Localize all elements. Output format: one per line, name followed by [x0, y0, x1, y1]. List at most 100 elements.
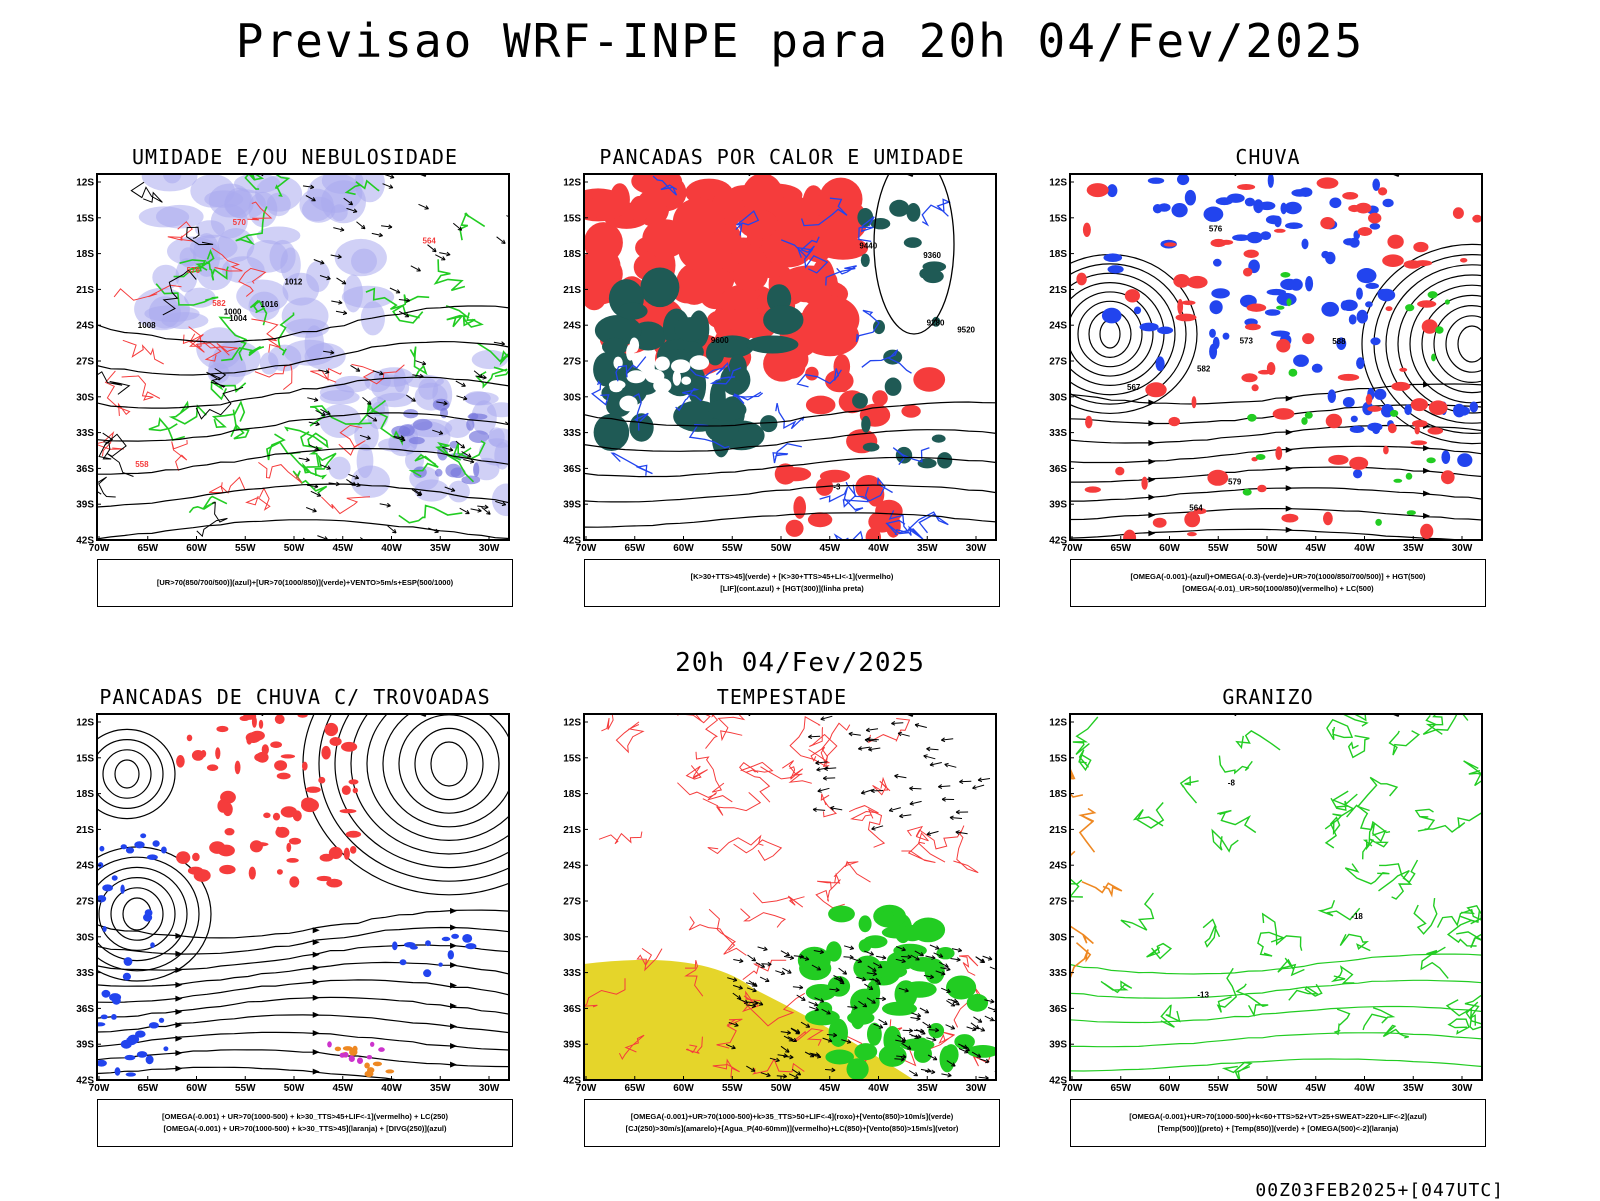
lon-tick-label: 65W [624, 1083, 645, 1094]
lat-tick-label: 18S [563, 789, 581, 800]
contour-label: 1004 [229, 314, 247, 323]
lon-tick-label: 35W [917, 1083, 938, 1094]
lon-tick-label: 70W [1062, 543, 1083, 554]
lat-tick-label: 36S [1049, 464, 1067, 475]
contour-label: 9280 [927, 318, 945, 327]
contour-label: 558 [135, 460, 149, 469]
lat-tick-label: 21S [76, 825, 94, 836]
lat-tick-label: 21S [563, 825, 581, 836]
lat-tick-label: 21S [1049, 825, 1067, 836]
run-time-footer: 00Z03FEB2025+[047UTC] [1255, 1180, 1504, 1201]
lon-tick-label: 30W [1452, 543, 1473, 554]
lat-tick-label: 36S [563, 464, 581, 475]
lat-tick-label: 30S [76, 392, 94, 403]
lon-tick-label: 40W [868, 1083, 889, 1094]
lon-tick-label: 35W [1403, 1083, 1424, 1094]
lon-tick-label: 60W [673, 1083, 694, 1094]
lat-tick-label: 30S [1049, 392, 1067, 403]
lon-tick-label: 60W [1159, 1083, 1180, 1094]
lat-tick-label: 15S [76, 213, 94, 224]
contour-label: 9600 [711, 336, 729, 345]
lat-tick-label: 24S [76, 861, 94, 872]
panel-title: CHUVA [1048, 145, 1488, 169]
lon-tick-label: 40W [381, 543, 402, 554]
lon-tick-label: 30W [479, 1083, 500, 1094]
lon-tick-label: 45W [1305, 543, 1326, 554]
lat-tick-label: 36S [563, 1004, 581, 1015]
lat-tick-label: 30S [1049, 932, 1067, 943]
lon-tick-label: 40W [1354, 543, 1375, 554]
lat-tick-label: 18S [1049, 249, 1067, 260]
weather-map: 1000100410081012101657657056455858212S15… [75, 170, 515, 565]
lon-tick-label: 30W [966, 543, 987, 554]
lon-tick-label: 70W [576, 1083, 597, 1094]
lon-tick-label: 55W [1208, 543, 1229, 554]
lat-tick-label: 27S [563, 897, 581, 908]
lon-tick-label: 65W [1110, 1083, 1131, 1094]
lon-tick-label: 50W [1257, 543, 1278, 554]
lat-tick-label: 30S [563, 392, 581, 403]
lat-tick-label: 27S [563, 357, 581, 368]
contour-label: 570 [233, 218, 247, 227]
lat-tick-label: 39S [563, 1040, 581, 1051]
contour-label: 564 [1189, 504, 1203, 513]
lon-tick-label: 50W [284, 543, 305, 554]
contour-label: -3 [833, 483, 841, 492]
lon-tick-label: 40W [868, 543, 889, 554]
lat-tick-label: 24S [76, 321, 94, 332]
lat-tick-label: 36S [76, 1004, 94, 1015]
lat-tick-label: 33S [76, 428, 94, 439]
contour-label: -8 [1228, 779, 1236, 788]
main-title: Previsao WRF-INPE para 20h 04/Fev/2025 [0, 14, 1600, 68]
lat-tick-label: 39S [563, 500, 581, 511]
lat-tick-label: 18S [76, 789, 94, 800]
lat-tick-label: 36S [1049, 1004, 1067, 1015]
legend-line: [OMEGA(-0.001)-(azul)+OMEGA(-0.3)-(verde… [1130, 571, 1425, 583]
lat-tick-label: 12S [563, 718, 581, 729]
lon-tick-label: 70W [1062, 1083, 1083, 1094]
lat-tick-label: 15S [1049, 213, 1067, 224]
lat-tick-label: 24S [1049, 321, 1067, 332]
lon-tick-label: 30W [1452, 1083, 1473, 1094]
lon-tick-label: 55W [1208, 1083, 1229, 1094]
contour-label: -18 [1351, 912, 1363, 921]
contour-label: 582 [212, 299, 226, 308]
lon-tick-label: 45W [332, 543, 353, 554]
contour-label: 579 [1228, 478, 1242, 487]
contour-label: 9440 [859, 241, 877, 250]
legend-line: [OMEGA(-0.001) + UR>70(1000-500) + k>30_… [163, 1123, 446, 1135]
panel-title: GRANIZO [1048, 685, 1488, 709]
lat-tick-label: 39S [76, 1040, 94, 1051]
lon-tick-label: 70W [89, 543, 110, 554]
lat-tick-label: 30S [563, 932, 581, 943]
lon-tick-label: 65W [137, 543, 158, 554]
lat-tick-label: 12S [76, 718, 94, 729]
lon-tick-label: 50W [771, 1083, 792, 1094]
contour-label: 588 [1332, 337, 1346, 346]
contour-label: 582 [1197, 365, 1211, 374]
weather-map: 96009520944093609280-312S15S18S21S24S27S… [562, 170, 1002, 565]
lat-tick-label: 21S [1049, 285, 1067, 296]
lat-tick-label: 18S [1049, 789, 1067, 800]
lat-tick-label: 21S [563, 285, 581, 296]
lon-tick-label: 50W [1257, 1083, 1278, 1094]
lon-tick-label: 60W [673, 543, 694, 554]
lat-tick-label: 21S [76, 285, 94, 296]
lon-tick-label: 65W [624, 543, 645, 554]
lon-tick-label: 45W [819, 543, 840, 554]
lat-tick-label: 12S [1049, 178, 1067, 189]
lon-tick-label: 30W [479, 543, 500, 554]
legend-line: [K>30+TTS>45](verde) + [K>30+TTS>45+LI<-… [691, 571, 894, 583]
lat-tick-label: 15S [563, 213, 581, 224]
contour-label: 9520 [957, 326, 975, 335]
valid-time-title: 20h 04/Fev/2025 [0, 648, 1600, 678]
lon-tick-label: 35W [430, 1083, 451, 1094]
lat-tick-label: 27S [76, 357, 94, 368]
lat-tick-label: 12S [563, 178, 581, 189]
lat-tick-label: 39S [1049, 500, 1067, 511]
weather-map: 58258857957657356756412S15S18S21S24S27S3… [1048, 170, 1488, 565]
